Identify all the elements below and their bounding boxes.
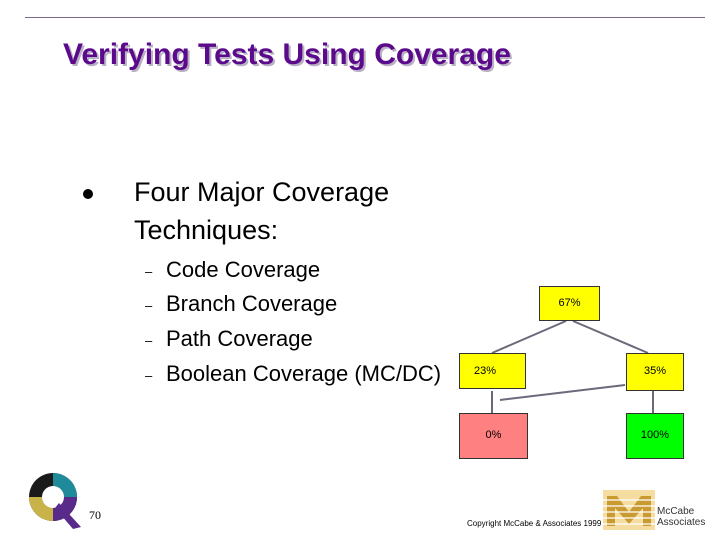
coverage-node-67: 67% [539,286,600,321]
subitem-boolean-coverage: – Boolean Coverage (MC/DC) [145,361,442,386]
subitem-code-coverage: – Code Coverage [145,257,321,282]
subitem-branch-coverage: – Branch Coverage [145,291,338,316]
brand-name-line2: Associates [657,517,706,528]
dash-icon: – [145,263,153,279]
copyright-text: Copyright McCabe & Associates 1999 [467,519,602,528]
main-bullet: Four Major Coverage Techniques: [134,177,390,245]
dash-icon: – [145,297,153,313]
brand-name-line1: McCabe [657,506,695,517]
slide-title: Verifying Tests Using Coverage [63,38,511,71]
mccabe-logo-icon [603,490,655,530]
coverage-node-100: 100% [626,413,684,459]
coverage-node-0: 0% [459,413,528,459]
page-number: 70 [89,508,101,522]
dash-icon: – [145,367,153,383]
subitem-path-coverage: – Path Coverage [145,326,313,351]
coverage-node-35: 35% [626,353,684,391]
dash-icon: – [145,332,153,348]
top-rule [25,17,705,18]
qa-logo-icon [29,473,81,529]
bullet-icon [83,189,93,199]
coverage-node-23: 23% [459,353,526,389]
